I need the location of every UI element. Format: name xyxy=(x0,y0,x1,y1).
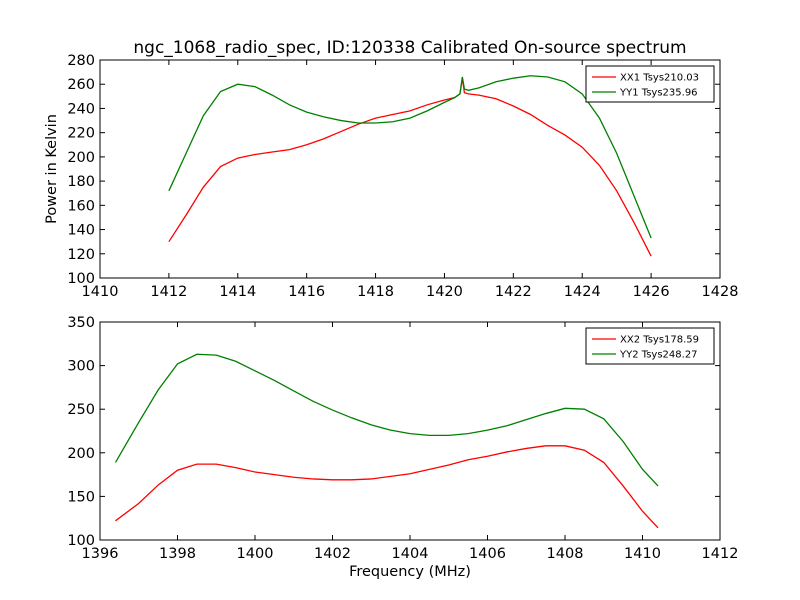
bottom-y-tick-label: 300 xyxy=(67,359,95,375)
top-x-tick-label: 1414 xyxy=(219,284,256,300)
bottom-x-tick-label: 1400 xyxy=(237,546,274,562)
top-y-tick-label: 280 xyxy=(67,53,95,69)
top-legend-label-0: XX1 Tsys210.03 xyxy=(620,73,699,84)
top-y-axis-label: Power in Kelvin xyxy=(44,114,60,224)
top-x-tick-label: 1426 xyxy=(633,284,670,300)
top-series-line-1 xyxy=(168,75,652,239)
top-x-tick-label: 1412 xyxy=(150,284,187,300)
top-x-tick-label: 1410 xyxy=(82,284,119,300)
bottom-series-line-0 xyxy=(115,445,659,529)
top-chart-title: ngc_1068_radio_spec, ID:120338 Calibrate… xyxy=(133,38,686,58)
bottom-y-tick-label: 200 xyxy=(67,446,95,462)
top-x-tick-label: 1416 xyxy=(288,284,325,300)
top-series-line-0 xyxy=(168,78,652,257)
top-chart: 1410 1412 1414 1416 1418 1420 1422 1424 1426 1428… xyxy=(44,38,738,300)
bottom-chart: 1396 1398 1400 1402 1404 1406 1408 1410 1412 100 1… xyxy=(67,315,738,580)
bottom-legend-label-0: XX2 Tsys178.59 xyxy=(620,335,699,346)
top-x-tick-label: 1418 xyxy=(357,284,394,300)
top-legend xyxy=(585,65,715,103)
top-y-tick-label: 260 xyxy=(67,77,95,93)
bottom-x-axis-label: Frequency (MHz) xyxy=(349,564,471,580)
bottom-x-tick-label: 1404 xyxy=(392,546,429,562)
top-y-tick-label: 140 xyxy=(67,223,95,239)
bottom-y-tick-label: 150 xyxy=(67,489,95,505)
bottom-series-line-1 xyxy=(114,353,659,487)
bottom-legend xyxy=(585,327,715,365)
top-x-tick-label: 1420 xyxy=(426,284,463,300)
bottom-x-tick-label: 1396 xyxy=(82,546,119,562)
bottom-x-tick-label: 1398 xyxy=(159,546,196,562)
top-y-tick-label: 200 xyxy=(67,150,95,166)
bottom-y-tick-label: 250 xyxy=(67,402,95,418)
top-y-tick-label: 240 xyxy=(67,101,95,117)
bottom-legend-label-1: YY2 Tsys248.27 xyxy=(619,350,698,361)
top-x-tick-label: 1428 xyxy=(702,284,739,300)
bottom-y-tick-label: 100 xyxy=(67,533,95,549)
top-y-tick-label: 160 xyxy=(67,198,95,214)
top-x-tick-label: 1422 xyxy=(495,284,532,300)
bottom-y-tick-label: 350 xyxy=(67,315,95,331)
top-y-tick-label: 220 xyxy=(67,126,95,142)
top-plot-frame xyxy=(99,59,721,279)
top-x-tick-label: 1424 xyxy=(564,284,601,300)
bottom-x-tick-label: 1410 xyxy=(624,546,661,562)
top-y-tick-label: 100 xyxy=(67,271,95,287)
top-y-tick-label: 180 xyxy=(67,174,95,190)
bottom-x-tick-label: 1402 xyxy=(314,546,351,562)
bottom-x-tick-label: 1412 xyxy=(702,546,739,562)
bottom-x-tick-label: 1408 xyxy=(547,546,584,562)
top-y-tick-label: 120 xyxy=(67,247,95,263)
bottom-x-tick-label: 1406 xyxy=(469,546,506,562)
top-legend-label-1: YY1 Tsys235.96 xyxy=(619,88,698,99)
